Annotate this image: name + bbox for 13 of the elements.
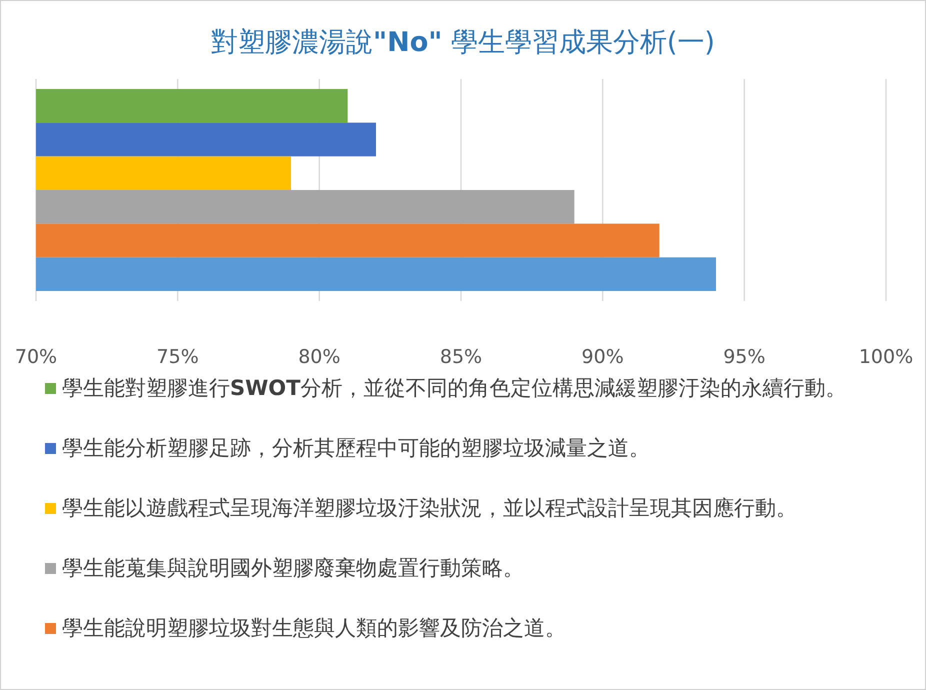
x-tick-label: 80% <box>298 346 340 368</box>
legend-label: 學生能分析塑膠足跡，分析其歷程中可能的塑膠垃圾減量之道。 <box>62 435 650 461</box>
x-tick-label: 95% <box>723 346 766 368</box>
x-tick-label: 70% <box>14 346 58 368</box>
x-tick-label: 85% <box>440 346 482 368</box>
legend-label: 學生能以遊戲程式呈現海洋塑膠垃圾汙染狀況，並以程式設計呈現其因應行動。 <box>62 495 797 521</box>
legend-label: 學生能說明塑膠垃圾對生態與人類的影響及防治之道。 <box>62 615 566 641</box>
x-tick-label: 100% <box>858 346 914 368</box>
legend-label: 學生能蒐集與說明國外塑膠廢棄物處置行動策略。 <box>62 555 524 581</box>
legend-label: 學生能對塑膠進行SWOT分析，並從不同的角色定位構思減緩塑膠汙染的永續行動。 <box>62 375 846 401</box>
chart-title: 對塑膠濃湯說"No" 學生學習成果分析(一) <box>211 27 715 58</box>
x-tick-label: 90% <box>582 346 624 368</box>
x-tick-label: 75% <box>156 346 199 368</box>
